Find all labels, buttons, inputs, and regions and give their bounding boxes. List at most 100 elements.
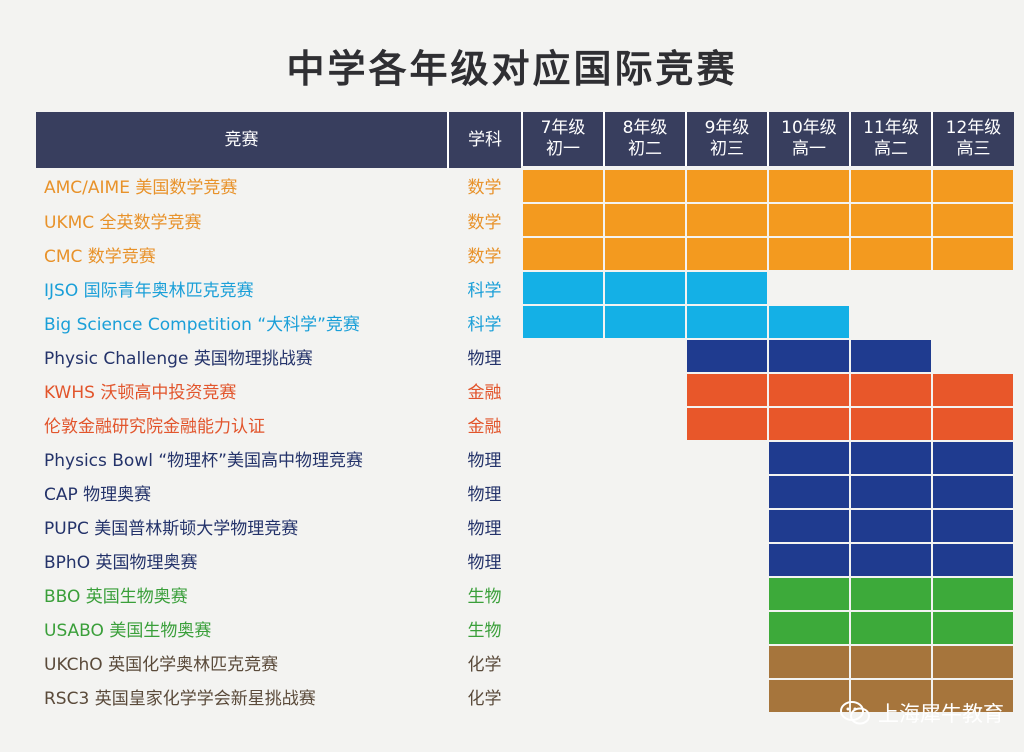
table-row: AMC/AIME 美国数学竞赛 数学: [36, 166, 1015, 204]
grade-cell-filled: [849, 474, 933, 510]
competition-name: CAP 物理奥赛: [44, 484, 152, 505]
grade-cell-filled: [931, 202, 1015, 238]
grade-cell-empty: [685, 678, 769, 714]
competition-name: 伦敦金融研究院金融能力认证: [44, 416, 265, 437]
grade-cell-empty: [603, 338, 687, 374]
grade-cell-filled: [767, 166, 851, 204]
grade-cell-filled: [931, 406, 1015, 442]
school-year-label: 初三: [710, 139, 744, 159]
grade-cell-empty: [685, 508, 769, 544]
competition-name: Physic Challenge 英国物理挑战赛: [44, 348, 313, 369]
grade-cell-empty: [849, 270, 933, 306]
table-row: USABO 美国生物奥赛 生物: [36, 610, 1015, 646]
table-row: UKChO 英国化学奥林匹克竞赛 化学: [36, 644, 1015, 680]
grade-cell-filled: [685, 304, 769, 340]
grade-cell-filled: [521, 236, 605, 272]
grade-cell-empty: [521, 372, 605, 408]
grade-cell-empty: [931, 338, 1015, 374]
competition-name: AMC/AIME 美国数学竞赛: [44, 178, 238, 198]
subject-label: 物理: [467, 348, 502, 369]
subject-label: 金融: [467, 416, 502, 437]
subject-label: 物理: [467, 450, 502, 471]
grade-cell-filled: [931, 610, 1015, 646]
grade-cell-filled: [931, 576, 1015, 612]
grade-cell-filled: [767, 610, 851, 646]
grade-cell-empty: [603, 406, 687, 442]
competition-name: KWHS 沃顿高中投资竞赛: [44, 382, 237, 403]
school-year-label: 高一: [792, 139, 826, 159]
grade-cell-filled: [849, 338, 933, 374]
competition-name: BPhO 英国物理奥赛: [44, 552, 198, 573]
grade-cell-filled: [849, 610, 933, 646]
header-grade-10: 10年级 高一: [768, 112, 851, 168]
school-year-label: 初一: [546, 139, 580, 159]
grade-cell-filled: [521, 166, 605, 204]
grade-cell-filled: [685, 372, 769, 408]
watermark: 上海犀牛教育: [840, 698, 1004, 728]
grade-label: 12年级: [945, 118, 1002, 138]
table-header-row: 竞赛 学科 7年级 初一 8年级 初二 9年级 初三 10年级 高一 11年级 高二 12年级 高三: [36, 112, 1014, 168]
header-grade-8: 8年级 初二: [604, 112, 687, 168]
subject-label: 数学: [467, 246, 502, 267]
grade-cell-empty: [931, 304, 1015, 340]
grade-cell-filled: [849, 406, 933, 442]
grade-cell-filled: [767, 338, 851, 374]
grade-label: 7年级: [540, 118, 586, 138]
school-year-label: 高二: [874, 139, 908, 159]
grade-cell-filled: [849, 236, 933, 272]
competition-name: UKChO 英国化学奥林匹克竞赛: [44, 654, 279, 675]
grade-cell-empty: [931, 270, 1015, 306]
grade-cell-empty: [603, 644, 687, 680]
grade-cell-empty: [849, 304, 933, 340]
table-row: Physics Bowl “物理杯”美国高中物理竞赛 物理: [36, 440, 1015, 476]
competition-name: UKMC 全英数学竞赛: [44, 212, 202, 233]
grade-cell-filled: [685, 166, 769, 204]
grade-cell-empty: [603, 678, 687, 714]
grade-cell-empty: [603, 508, 687, 544]
grade-cell-filled: [685, 338, 769, 374]
grade-cell-filled: [767, 304, 851, 340]
grade-cell-empty: [521, 338, 605, 374]
subject-label: 化学: [467, 654, 502, 675]
table-row: UKMC 全英数学竞赛 数学: [36, 202, 1015, 238]
grade-cell-empty: [521, 542, 605, 578]
header-competition: 竞赛: [36, 112, 449, 168]
grade-cell-filled: [849, 166, 933, 204]
competition-name: Physics Bowl “物理杯”美国高中物理竞赛: [44, 450, 363, 471]
table-row: BPhO 英国物理奥赛 物理: [36, 542, 1015, 578]
grade-cell-filled: [767, 440, 851, 476]
grade-cell-empty: [521, 406, 605, 442]
grade-cell-filled: [767, 644, 851, 680]
grade-cell-empty: [685, 576, 769, 612]
grade-cell-empty: [521, 440, 605, 476]
grade-cell-filled: [521, 202, 605, 238]
table-row: CMC 数学竞赛 数学: [36, 236, 1015, 272]
competition-name: RSC3 英国皇家化学学会新星挑战赛: [44, 688, 316, 709]
grade-cell-filled: [931, 474, 1015, 510]
grade-cell-filled: [931, 372, 1015, 408]
grade-cell-empty: [685, 610, 769, 646]
subject-label: 科学: [467, 280, 502, 301]
competition-name: CMC 数学竞赛: [44, 246, 156, 267]
header-grade-9: 9年级 初三: [686, 112, 769, 168]
grade-cell-empty: [767, 270, 851, 306]
grade-cell-filled: [767, 576, 851, 612]
grade-cell-empty: [521, 474, 605, 510]
grade-cell-empty: [603, 474, 687, 510]
grade-cell-filled: [849, 440, 933, 476]
grade-cell-filled: [849, 372, 933, 408]
grade-cell-filled: [849, 576, 933, 612]
table-row: Big Science Competition “大科学”竞赛 科学: [36, 304, 1015, 340]
grade-cell-filled: [767, 236, 851, 272]
grade-cell-filled: [521, 270, 605, 306]
watermark-text: 上海犀牛教育: [878, 702, 1004, 726]
header-subject: 学科: [448, 112, 523, 168]
table-row: RSC3 英国皇家化学学会新星挑战赛 化学: [36, 678, 1015, 714]
subject-label: 数学: [467, 212, 502, 233]
table-row: BBO 英国生物奥赛 生物: [36, 576, 1015, 612]
page-title: 中学各年级对应国际竞赛: [286, 47, 738, 91]
subject-label: 金融: [467, 382, 502, 403]
table-row: Physic Challenge 英国物理挑战赛 物理: [36, 338, 1015, 374]
grade-cell-filled: [767, 678, 851, 714]
grade-cell-filled: [931, 166, 1015, 204]
